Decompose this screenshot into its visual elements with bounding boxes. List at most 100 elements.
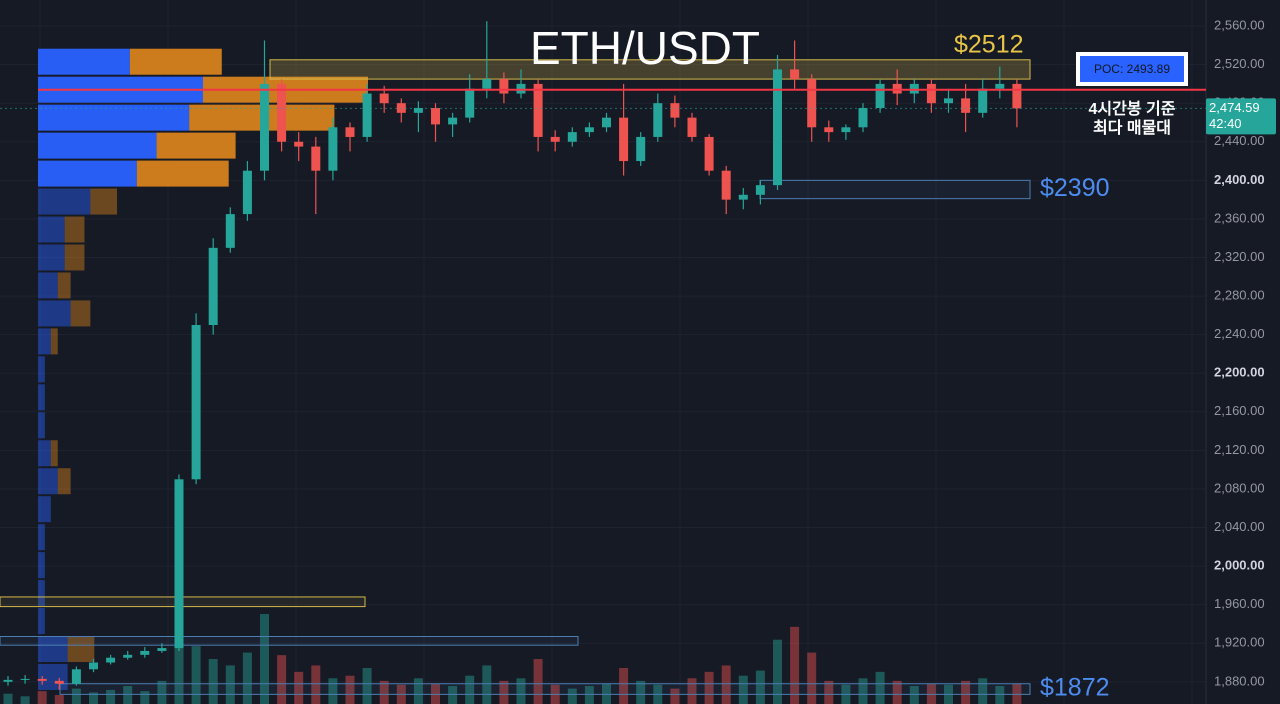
candle-body	[516, 83, 526, 94]
profile-sell	[90, 188, 118, 215]
profile-buy	[38, 300, 71, 327]
candle-body	[37, 678, 47, 681]
volume-bar	[892, 680, 902, 704]
candle-body	[636, 136, 646, 162]
profile-buy	[38, 384, 45, 411]
candle-body	[995, 83, 1005, 89]
y-tick-label: 2,040.00	[1214, 519, 1265, 534]
y-tick-label: 1,880.00	[1214, 673, 1265, 688]
candle-body	[3, 679, 13, 682]
volume-bar	[533, 659, 543, 704]
zone-label: $1872	[1040, 674, 1110, 702]
candle-body	[978, 88, 988, 113]
volume-bar	[738, 675, 748, 704]
candle-body	[755, 185, 765, 195]
profile-buy	[38, 48, 130, 75]
volume-bar	[807, 652, 817, 704]
candle-body	[653, 103, 663, 137]
profile-buy	[38, 496, 51, 523]
candle-body	[773, 69, 782, 186]
zone-label: $2512	[954, 30, 1024, 58]
volume-bar	[755, 670, 765, 704]
volume-bar	[3, 693, 13, 704]
candle-body	[140, 650, 150, 655]
candle-body	[20, 678, 30, 680]
y-tick-label: 2,160.00	[1214, 403, 1265, 418]
candles	[3, 21, 1022, 690]
countdown-label: 42:40	[1209, 116, 1242, 131]
profile-sell	[50, 440, 58, 467]
volume-bar	[687, 678, 697, 704]
candle-body	[875, 83, 885, 109]
candle-body	[311, 146, 321, 171]
volume-pane	[3, 614, 1022, 704]
candle-body	[584, 127, 594, 133]
candle-body	[362, 93, 372, 137]
volume-bar	[431, 683, 440, 704]
volume-bar	[345, 675, 355, 704]
volume-bar	[499, 680, 509, 704]
volume-bar	[362, 668, 372, 704]
zone	[59, 683, 1031, 695]
candle-body	[858, 108, 868, 128]
candle-body	[174, 479, 184, 649]
zone	[269, 59, 1031, 80]
candle-body	[533, 83, 543, 137]
volume-bar	[208, 659, 218, 704]
profile-buy	[38, 328, 51, 355]
candle-body	[345, 127, 355, 137]
volume-bar	[277, 655, 287, 704]
volume-bar	[140, 691, 150, 704]
candle-body	[602, 117, 611, 128]
profile-buy	[38, 160, 137, 187]
candle-body	[242, 170, 252, 215]
y-tick-label: 2,320.00	[1214, 249, 1265, 264]
candle-body	[465, 88, 475, 118]
volume-bar	[670, 688, 680, 704]
candle-body	[208, 247, 218, 325]
candle-body	[704, 136, 714, 171]
volume-bar	[584, 686, 594, 704]
last-price-tag	[1206, 98, 1276, 135]
candle-body	[944, 98, 953, 104]
candle-body	[294, 141, 304, 147]
zone	[759, 179, 1031, 200]
candle-body	[909, 83, 919, 94]
profile-buy	[38, 244, 65, 271]
volume-bar	[157, 680, 167, 704]
candle-body	[841, 127, 851, 133]
volume-bar	[773, 639, 782, 704]
profile-sell	[67, 636, 95, 663]
profile-buy	[38, 663, 68, 690]
poc-label: POC: 2493.89	[1094, 62, 1170, 76]
candle-body	[721, 170, 731, 200]
candle-body	[157, 648, 167, 651]
profile-buy	[38, 580, 45, 607]
candle-body	[892, 83, 902, 94]
volume-bar	[71, 688, 81, 704]
volume-bar	[602, 683, 611, 704]
volume-profile	[38, 48, 368, 690]
candle-body	[670, 103, 680, 118]
profile-sell	[129, 48, 222, 75]
volume-bar	[961, 680, 971, 704]
profile-sell	[64, 244, 85, 271]
volume-bar	[704, 671, 714, 704]
candle-body	[687, 117, 697, 137]
candle-body	[413, 108, 423, 113]
volume-bar	[89, 692, 98, 704]
volume-bar	[20, 696, 30, 704]
volume-bar	[174, 626, 184, 704]
poc-box	[1080, 56, 1184, 82]
volume-bar	[995, 686, 1005, 704]
candle-body	[738, 194, 748, 200]
volume-bar	[448, 686, 458, 704]
volume-bar	[858, 678, 868, 704]
profile-buy	[38, 468, 58, 495]
y-tick-label: 2,560.00	[1214, 17, 1265, 32]
candle-body	[379, 93, 389, 104]
zone-label: $2390	[1040, 174, 1110, 202]
y-tick-label: 1,960.00	[1214, 596, 1265, 611]
volume-bar	[875, 671, 885, 704]
candle-body	[89, 662, 98, 670]
